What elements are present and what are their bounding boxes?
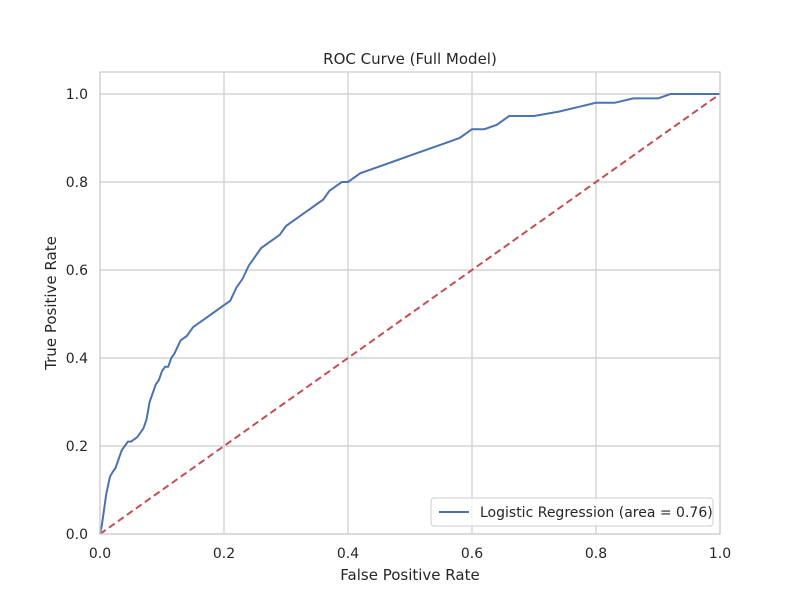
y-tick-label: 1.0	[66, 87, 88, 103]
y-tick-label: 0.4	[66, 351, 88, 367]
x-axis-label: False Positive Rate	[340, 566, 479, 584]
chart-title: ROC Curve (Full Model)	[323, 50, 497, 68]
y-tick-label: 0.2	[66, 439, 88, 455]
grid	[99, 72, 721, 535]
legend: Logistic Regression (area = 0.76)	[430, 497, 714, 527]
x-tick-label: 1.0	[709, 546, 731, 562]
tick-labels: 0.0 0.2 0.4 0.6 0.8 1.0 0.0 0.2 0.4 0.6 0.8 1.0	[66, 87, 731, 562]
x-tick-label: 0.0	[89, 546, 111, 562]
x-tick-label: 0.6	[461, 546, 483, 562]
chance-diagonal-line	[99, 93, 721, 535]
x-tick-label: 0.8	[585, 546, 607, 562]
y-tick-label: 0.8	[66, 175, 88, 191]
legend-box	[430, 497, 714, 527]
y-tick-label: 0.0	[66, 527, 88, 543]
y-axis-label: True Positive Rate	[42, 236, 60, 371]
plot-frame	[99, 71, 721, 535]
x-tick-label: 0.2	[213, 546, 235, 562]
legend-label-logistic-regression: Logistic Regression (area = 0.76)	[480, 505, 713, 521]
series-layer	[99, 93, 721, 535]
x-tick-label: 0.4	[337, 546, 359, 562]
y-tick-label: 0.6	[66, 263, 88, 279]
roc-curve-line	[99, 93, 720, 535]
